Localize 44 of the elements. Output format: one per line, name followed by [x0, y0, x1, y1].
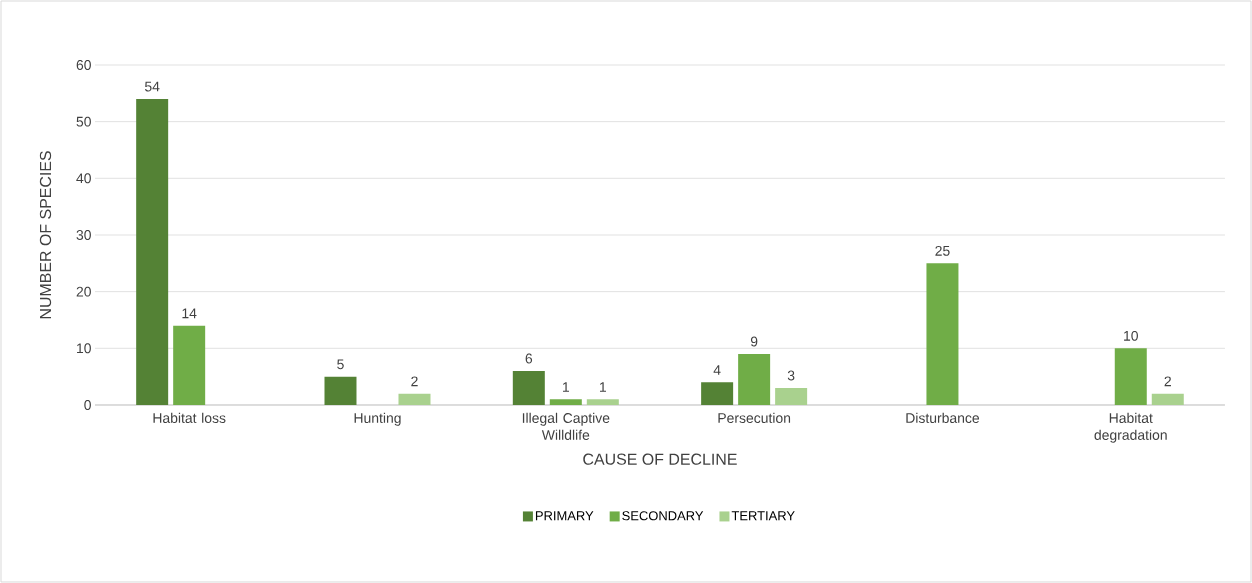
bar — [324, 376, 357, 405]
y-tick-label: 50 — [76, 116, 91, 127]
legend-label: TERTIARY — [731, 511, 795, 521]
x-tick-label: Disturbance — [906, 412, 980, 423]
data-label: 54 — [144, 81, 160, 92]
bar — [701, 382, 734, 405]
data-label: 5 — [337, 359, 344, 370]
bar — [512, 370, 545, 405]
data-label: 4 — [713, 365, 721, 375]
y-tick-label: 30 — [76, 230, 91, 240]
y-axis-title: NUMBER OF SPECIES — [39, 151, 52, 319]
y-tick-label: 40 — [76, 173, 91, 184]
data-label: 3 — [787, 370, 795, 381]
bar — [398, 393, 431, 405]
y-tick-label: 0 — [84, 400, 91, 410]
legend-label: PRIMARY — [535, 511, 594, 521]
data-label: 25 — [935, 245, 950, 256]
data-label: 2 — [411, 376, 418, 387]
x-tick-label: Persecution — [718, 412, 791, 423]
x-tick-label: Habitat loss — [153, 412, 226, 423]
bar — [926, 263, 959, 405]
data-label: 9 — [750, 336, 758, 347]
bar — [738, 353, 771, 405]
data-label: 1 — [599, 382, 607, 392]
x-axis-title: CAUSE OF DECLINE — [583, 453, 737, 465]
y-tick-label: 60 — [76, 60, 91, 70]
bar — [1114, 348, 1147, 405]
y-tick-label: 10 — [77, 343, 91, 354]
data-label: 14 — [182, 308, 197, 319]
x-tick-label: Illegal Captive Willdlife — [522, 412, 610, 440]
bar — [173, 325, 206, 405]
data-label: 1 — [563, 382, 570, 392]
x-tick-label: Habitat degradation — [1094, 412, 1167, 443]
legend-label: SECONDARY — [622, 511, 704, 521]
bar — [136, 98, 169, 405]
data-label: 10 — [1124, 330, 1138, 341]
bar — [1151, 393, 1184, 405]
data-label: 6 — [525, 353, 533, 364]
bar — [549, 399, 582, 405]
bar — [586, 399, 619, 405]
y-tick-label: 20 — [76, 286, 91, 297]
bar — [775, 387, 808, 405]
x-tick-label: Hunting — [354, 412, 401, 426]
data-label: 2 — [1164, 376, 1171, 387]
